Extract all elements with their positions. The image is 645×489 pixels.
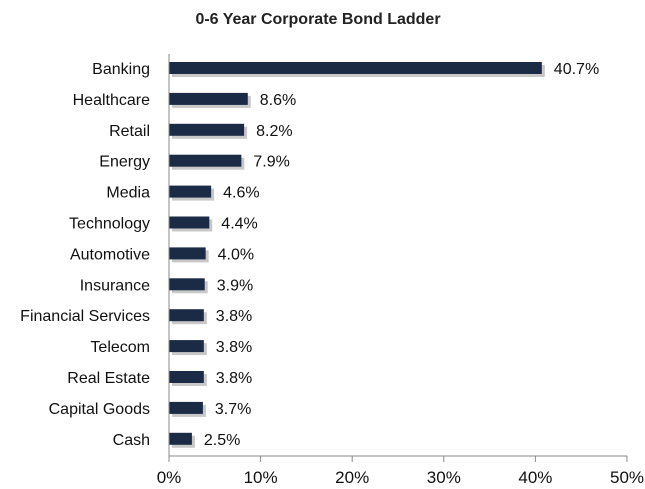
category-label: Insurance [80,277,150,294]
data-label: 8.6% [260,92,296,109]
data-label: 4.6% [223,185,259,202]
data-label: 3.8% [216,370,252,387]
bar-row: Technology 4.4% [69,216,258,233]
bar [169,185,212,198]
x-tick-label: 30% [427,468,461,487]
x-tick-label: 50% [610,468,644,487]
bar-row: Cash 2.5% [113,432,241,449]
bar-row: Financial Services 3.8% [20,308,252,325]
category-label: Real Estate [67,370,150,387]
bars-layer: Banking 40.7% Healthcare 8.6% Retail 8.2% Ener… [20,61,599,449]
x-tick-label: 10% [244,468,278,487]
category-label: Telecom [90,339,150,356]
x-tick-label: 40% [518,468,552,487]
bar-row: Healthcare 8.6% [73,92,297,109]
bar [169,278,205,291]
data-label: 3.8% [216,308,252,325]
bar-row: Automotive 4.0% [70,246,254,263]
data-label: 8.2% [256,123,292,140]
bar [169,432,192,445]
bar [169,401,203,414]
category-label: Technology [69,216,150,233]
bar-row: Banking 40.7% [92,61,599,78]
category-label: Retail [109,123,150,140]
bar [169,371,204,383]
data-label: 4.4% [221,216,257,233]
bar [169,340,204,353]
category-label: Media [106,185,150,202]
bar [169,216,210,229]
category-label: Capital Goods [49,401,150,418]
bar-row: Media 4.6% [106,185,259,202]
data-label: 7.9% [253,154,289,171]
bar [169,62,542,74]
data-label: 4.0% [218,246,254,263]
category-label: Banking [92,61,150,78]
bar-row: Retail 8.2% [109,123,292,140]
bar [169,154,242,167]
data-label: 3.7% [215,401,251,418]
x-tick-label: 20% [335,468,369,487]
bar [169,123,245,136]
bar [169,247,206,260]
data-label: 2.5% [204,432,240,449]
category-label: Healthcare [73,92,150,109]
bar-row: Telecom 3.8% [90,339,252,356]
chart-title: 0-6 Year Corporate Bond Ladder [195,11,440,28]
bar [169,92,248,105]
category-label: Energy [99,154,150,171]
category-label: Automotive [70,246,150,263]
bar-row: Energy 7.9% [99,154,290,171]
x-axis: 0% 10% 20% 30% 40% 50% [157,54,644,487]
bar [169,309,204,322]
x-tick-label: 0% [157,468,182,487]
category-label: Cash [113,432,150,449]
bar-row: Insurance 3.9% [80,277,253,294]
bar-row: Real Estate 3.8% [67,370,252,387]
bar-row: Capital Goods 3.7% [49,401,252,418]
data-label: 3.8% [216,339,252,356]
data-label: 3.9% [217,277,253,294]
data-label: 40.7% [554,61,599,78]
category-label: Financial Services [20,308,150,325]
